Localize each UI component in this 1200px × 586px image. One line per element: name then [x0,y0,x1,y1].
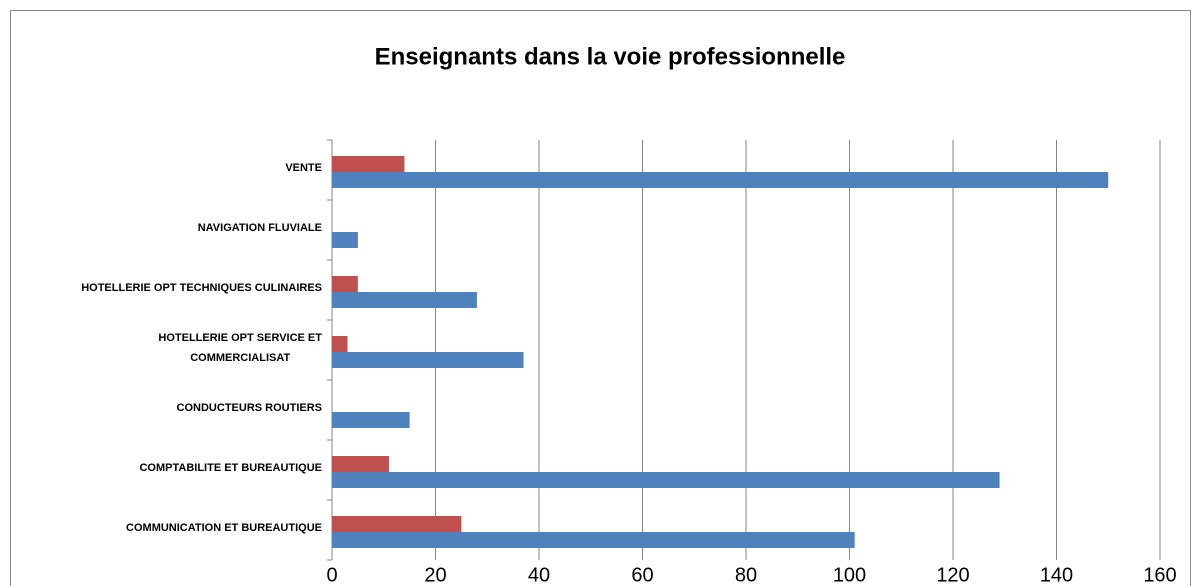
bar [332,352,524,368]
bar [332,156,405,172]
chart-title: Enseignants dans la voie professionnelle [375,43,846,70]
chart-frame [10,10,1191,586]
y-tick-label: HOTELLERIE OPT TECHNIQUES CULINAIRES [81,282,322,294]
bar [332,336,348,352]
bar [332,172,1109,188]
y-tick-label: COMMUNICATION ET BUREAUTIQUE [126,522,322,534]
x-tick-label: 120 [936,564,969,586]
y-tick-label: HOTELLERIE OPT SERVICE ET COMMERCIALISAT [158,332,322,364]
x-tick-label: 80 [735,564,757,586]
y-tick-label: CONDUCTEURS ROUTIERS [176,402,322,414]
bar [332,412,410,428]
x-tick-label: 100 [833,564,866,586]
bar [332,276,358,292]
bar [332,456,389,472]
bar [332,516,462,532]
bar [332,232,358,248]
y-tick-label: COMPTABILITE ET BUREAUTIQUE [139,462,322,474]
y-tick-label: NAVIGATION FLUVIALE [197,222,322,234]
x-tick-label: 60 [631,564,653,586]
x-tick-label: 140 [1040,564,1073,586]
x-tick-label: 20 [424,564,446,586]
bar [332,472,1000,488]
x-tick-label: 0 [326,564,337,586]
x-tick-label: 40 [528,564,550,586]
bar [332,292,477,308]
x-tick-label: 160 [1143,564,1176,586]
bar [332,532,855,548]
y-tick-label: VENTE [285,162,322,174]
